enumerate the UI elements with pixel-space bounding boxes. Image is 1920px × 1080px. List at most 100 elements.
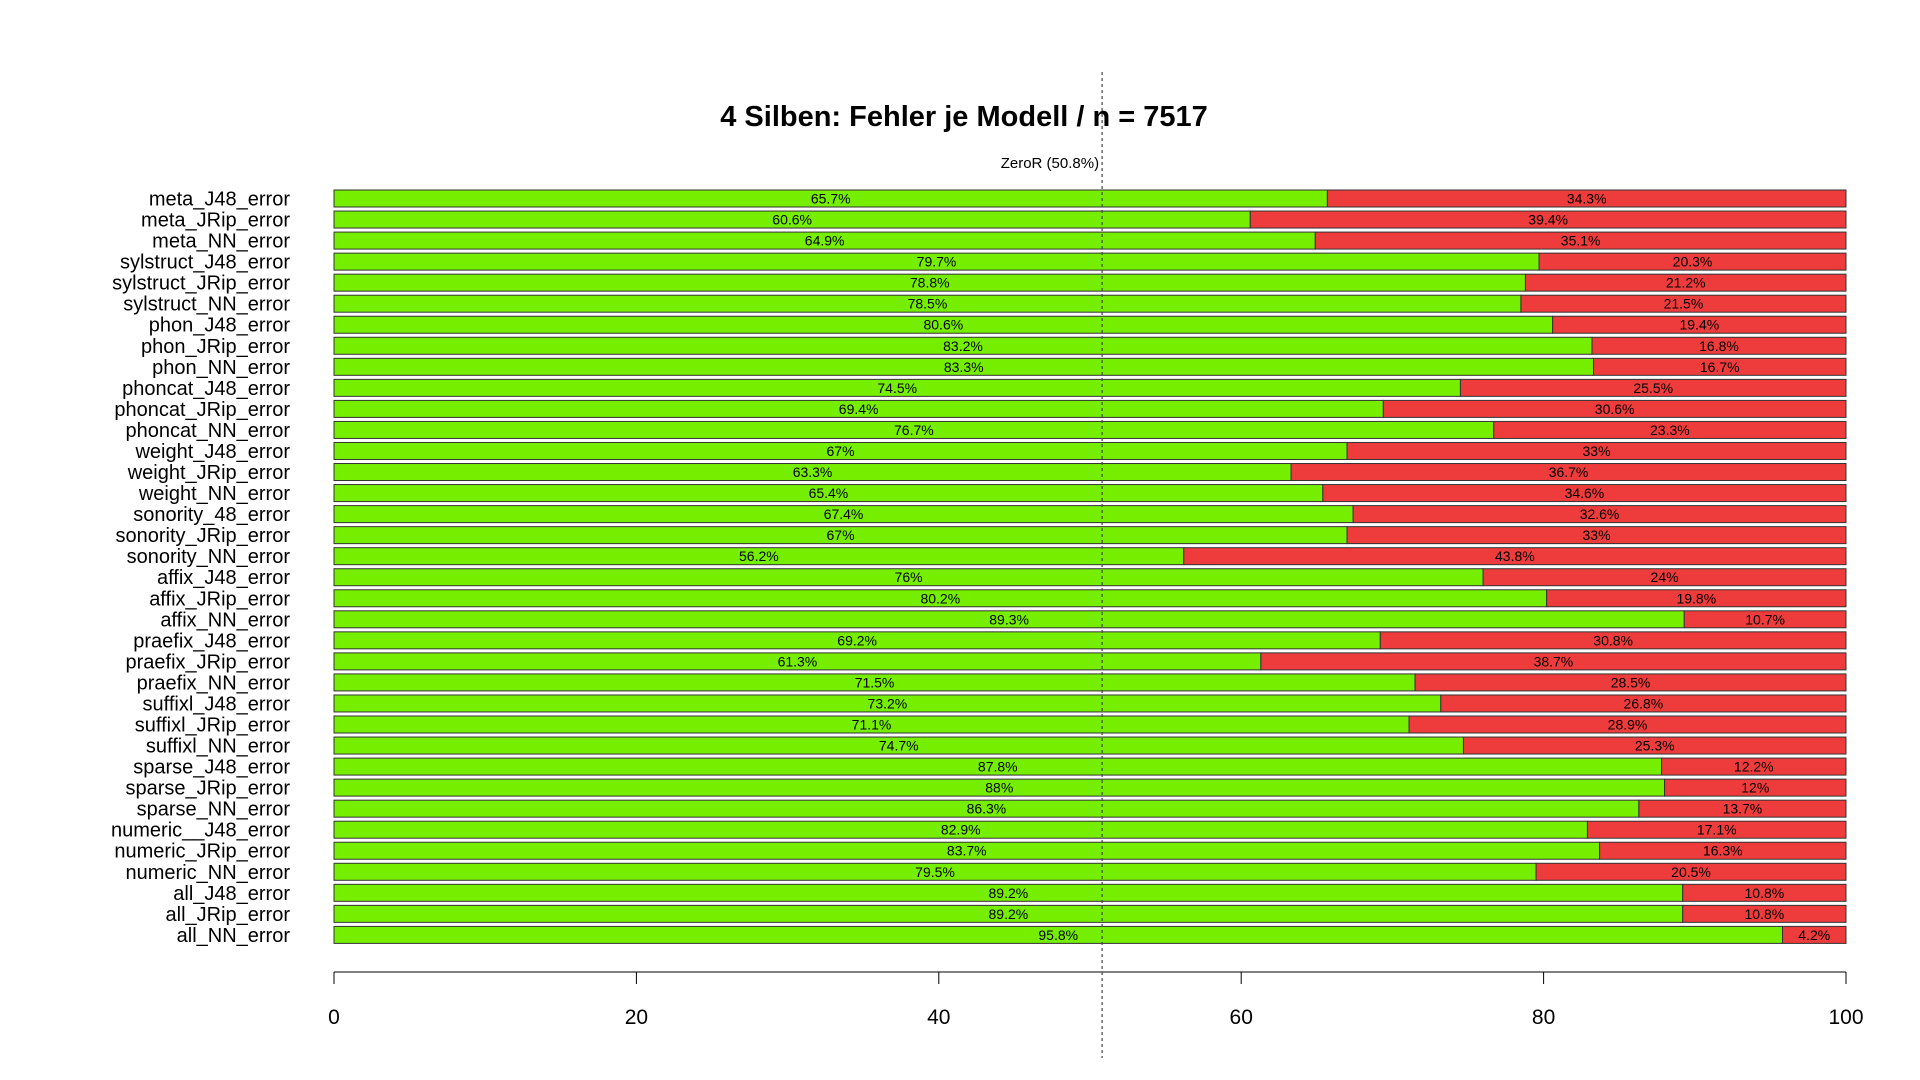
category-label-24: suffixl_J48_error — [143, 693, 291, 715]
category-label-15: sonority_48_error — [133, 504, 290, 526]
bar-error-33 — [1682, 883, 1847, 902]
bar-error-27 — [1661, 757, 1847, 776]
bar-error-17 — [1183, 547, 1847, 566]
value-label-correct-5: 78.5% — [908, 296, 948, 312]
value-label-error-28: 12% — [1741, 780, 1769, 796]
value-label-error-19: 19.8% — [1676, 590, 1716, 606]
value-label-correct-14: 65.4% — [809, 485, 849, 501]
value-label-error-13: 36.7% — [1549, 464, 1589, 480]
bar-error-25 — [1408, 715, 1847, 734]
category-label-25: suffixl_JRip_error — [135, 715, 291, 737]
zeror-reference-label: ZeroR (50.8%) — [1001, 155, 1099, 172]
value-label-correct-8: 83.3% — [944, 359, 984, 375]
value-label-error-32: 20.5% — [1671, 864, 1711, 880]
category-label-34: all_JRip_error — [166, 904, 291, 926]
value-label-correct-19: 80.2% — [920, 590, 960, 606]
value-label-error-18: 24% — [1651, 569, 1679, 585]
value-label-correct-21: 69.2% — [837, 632, 877, 648]
bar-error-21 — [1379, 631, 1847, 650]
x-axis: 0 20 40 60 80 100 — [328, 971, 1864, 1029]
bar-error-26 — [1462, 736, 1847, 755]
value-label-error-10: 30.6% — [1595, 401, 1635, 417]
bar-error-1 — [1249, 210, 1847, 229]
reference-line-group: ZeroR (50.8%) — [1001, 72, 1103, 1058]
value-label-error-26: 25.3% — [1635, 738, 1675, 754]
value-label-correct-29: 86.3% — [967, 801, 1007, 817]
bar-error-5 — [1520, 294, 1847, 313]
value-label-error-23: 28.5% — [1611, 674, 1651, 690]
value-label-correct-23: 71.5% — [855, 674, 895, 690]
value-label-correct-0: 65.7% — [811, 191, 851, 207]
x-tick-label-1: 20 — [625, 1006, 648, 1029]
category-label-7: phon_JRip_error — [141, 336, 290, 358]
value-label-error-35: 4.2% — [1798, 927, 1830, 943]
value-label-error-34: 10.8% — [1745, 906, 1785, 922]
category-label-35: all_NN_error — [177, 925, 291, 947]
value-label-correct-7: 83.2% — [943, 338, 983, 354]
value-label-correct-26: 74.7% — [879, 738, 919, 754]
bar-error-18 — [1482, 568, 1847, 587]
value-label-correct-11: 76.7% — [894, 422, 934, 438]
value-label-correct-3: 79.7% — [917, 254, 957, 270]
bar-error-24 — [1440, 694, 1847, 713]
value-label-correct-4: 78.8% — [910, 275, 950, 291]
value-label-correct-15: 67.4% — [824, 506, 864, 522]
category-label-21: praefix_J48_error — [133, 630, 290, 652]
value-label-error-14: 34.6% — [1565, 485, 1605, 501]
value-label-correct-1: 60.6% — [772, 212, 812, 228]
value-label-correct-16: 67% — [827, 527, 855, 543]
chart-title: 4 Silben: Fehler je Modell / n = 7517 — [720, 101, 1208, 133]
category-label-3: sylstruct_J48_error — [120, 252, 290, 274]
x-tick-label-5: 100 — [1828, 1006, 1863, 1029]
category-label-31: numeric_JRip_error — [114, 841, 290, 863]
bar-error-30 — [1586, 820, 1847, 839]
category-label-1: meta_JRip_error — [141, 210, 290, 232]
bar-error-13 — [1290, 463, 1847, 482]
category-label-28: sparse_JRip_error — [125, 778, 290, 800]
value-label-error-24: 26.8% — [1624, 695, 1664, 711]
category-label-29: sparse_NN_error — [137, 799, 291, 821]
value-label-error-11: 23.3% — [1650, 422, 1690, 438]
value-label-error-21: 30.8% — [1593, 632, 1633, 648]
category-label-16: sonority_JRip_error — [115, 525, 290, 547]
value-label-error-31: 16.3% — [1703, 843, 1743, 859]
category-label-5: sylstruct_NN_error — [123, 294, 290, 316]
category-label-19: affix_JRip_error — [149, 588, 290, 610]
value-label-error-9: 25.5% — [1633, 380, 1673, 396]
value-label-correct-34: 89.2% — [989, 906, 1029, 922]
bar-error-20 — [1683, 610, 1847, 629]
category-label-8: phon_NN_error — [152, 357, 290, 379]
category-label-17: sonority_NN_error — [127, 546, 291, 568]
value-label-correct-31: 83.7% — [947, 843, 987, 859]
bar-error-10 — [1382, 399, 1847, 418]
bar-error-4 — [1524, 273, 1847, 292]
bar-error-2 — [1314, 231, 1847, 250]
value-label-error-22: 38.7% — [1534, 653, 1574, 669]
bar-error-19 — [1546, 589, 1847, 608]
category-label-14: weight_NN_error — [138, 483, 291, 505]
value-label-error-3: 20.3% — [1673, 254, 1713, 270]
category-label-33: all_J48_error — [173, 883, 290, 905]
value-label-correct-32: 79.5% — [915, 864, 955, 880]
value-label-error-1: 39.4% — [1528, 212, 1568, 228]
value-label-correct-30: 82.9% — [941, 822, 981, 838]
value-label-error-12: 33% — [1583, 443, 1611, 459]
category-label-0: meta_J48_error — [149, 189, 291, 211]
x-tick-label-0: 0 — [328, 1006, 340, 1029]
bar-error-12 — [1346, 441, 1847, 460]
bar-error-23 — [1414, 673, 1847, 692]
bar-error-11 — [1493, 420, 1847, 439]
bar-error-34 — [1682, 904, 1847, 923]
category-label-2: meta_NN_error — [152, 231, 290, 253]
value-label-error-15: 32.6% — [1580, 506, 1620, 522]
value-label-error-30: 17.1% — [1697, 822, 1737, 838]
value-label-correct-22: 61.3% — [778, 653, 818, 669]
bar-error-31 — [1599, 841, 1847, 860]
value-label-error-4: 21.2% — [1666, 275, 1706, 291]
category-label-11: phoncat_NN_error — [125, 420, 290, 442]
category-label-13: weight_JRip_error — [127, 462, 291, 484]
bar-error-14 — [1322, 484, 1847, 503]
value-label-correct-13: 63.3% — [793, 464, 833, 480]
value-label-error-6: 19.4% — [1679, 317, 1719, 333]
